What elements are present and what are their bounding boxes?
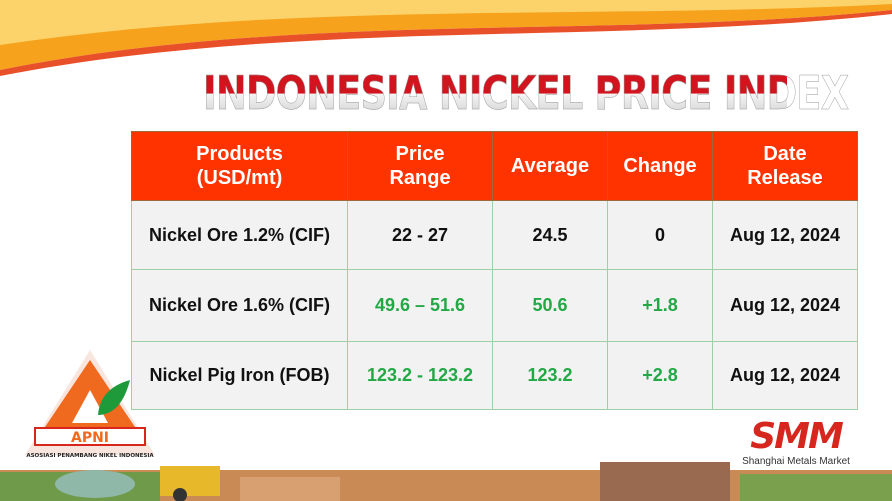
- date-cell: Aug 12, 2024: [712, 341, 858, 410]
- average-cell: 50.6: [492, 269, 608, 342]
- product-cell: Nickel Pig Iron (FOB): [131, 341, 348, 410]
- header-date-release: Date Release: [712, 131, 858, 201]
- header-date-line2: Release: [747, 167, 823, 189]
- table-row: Nickel Ore 1.2% (CIF) 22 - 27 24.5 0 Aug…: [131, 200, 858, 270]
- change-cell: 0: [607, 200, 713, 270]
- smm-logo: SMM Shanghai Metals Market: [732, 418, 860, 468]
- header-products: Products (USD/mt): [131, 131, 348, 201]
- page-title: INDONESIA NICKEL PRICE INDEX: [203, 66, 849, 121]
- date-cell: Aug 12, 2024: [712, 200, 858, 270]
- header-products-line2: (USD/mt): [196, 167, 283, 189]
- table-header-row: Products (USD/mt) Price Range Average Chan…: [131, 131, 858, 201]
- apni-logo: APNI ASOSIASI PENAMBANG NIKEL INDONESIA: [25, 350, 155, 459]
- date-cell: Aug 12, 2024: [712, 269, 858, 342]
- header-price-range-line1: Price: [395, 143, 445, 165]
- average-cell: 123.2: [492, 341, 608, 410]
- price-table: Products (USD/mt) Price Range Average Chan…: [131, 131, 858, 410]
- bottom-decorative-strip: [0, 462, 892, 501]
- top-banner-swoosh: [0, 0, 892, 76]
- change-cell: +1.8: [607, 269, 713, 342]
- product-cell: Nickel Ore 1.6% (CIF): [131, 269, 348, 342]
- table-row: Nickel Ore 1.6% (CIF) 49.6 – 51.6 50.6 +…: [131, 269, 858, 342]
- range-cell: 123.2 - 123.2: [347, 341, 493, 410]
- range-cell: 49.6 – 51.6: [347, 269, 493, 342]
- header-price-range-line2: Range: [389, 167, 451, 189]
- header-date-line1: Date: [763, 143, 807, 165]
- smm-logo-text: SMM: [750, 416, 844, 457]
- header-price-range: Price Range: [347, 131, 493, 201]
- table-row: Nickel Pig Iron (FOB) 123.2 - 123.2 123.…: [131, 341, 858, 410]
- header-average: Average: [492, 131, 608, 201]
- change-cell: +2.8: [607, 341, 713, 410]
- header-change: Change: [607, 131, 713, 201]
- range-cell: 22 - 27: [347, 200, 493, 270]
- apni-logo-text: APNI: [71, 430, 109, 446]
- smm-subtitle: Shanghai Metals Market: [742, 456, 850, 467]
- average-cell: 24.5: [492, 200, 608, 270]
- product-cell: Nickel Ore 1.2% (CIF): [131, 200, 348, 270]
- apni-logo-subtitle: ASOSIASI PENAMBANG NIKEL INDONESIA: [26, 453, 154, 459]
- header-products-line1: Products: [196, 143, 283, 165]
